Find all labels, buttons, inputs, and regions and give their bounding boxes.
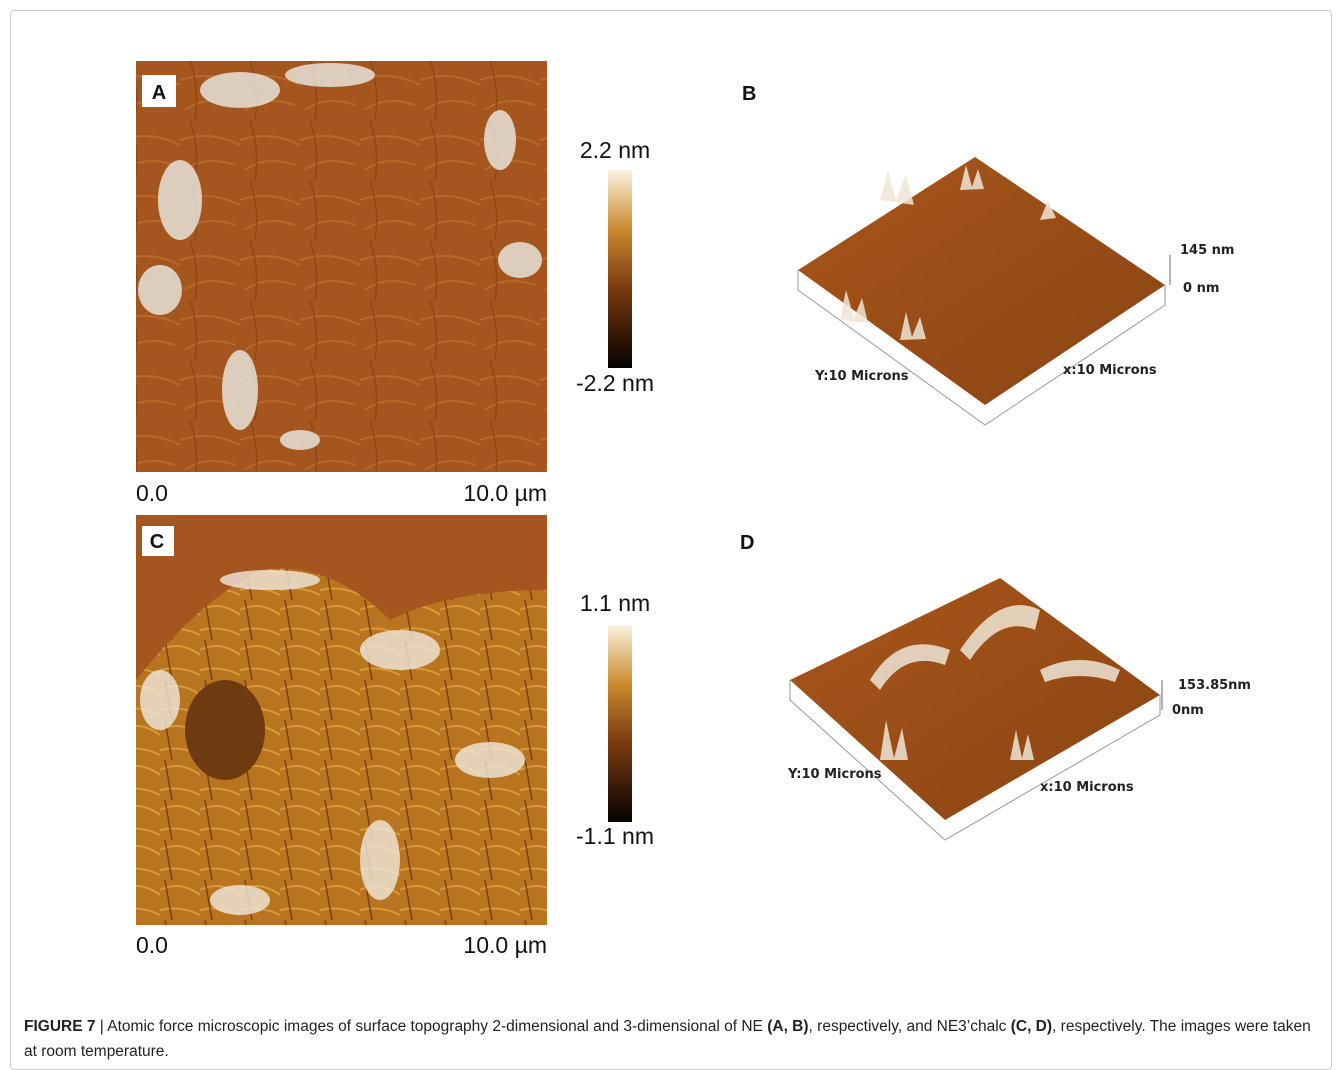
axis-start: 0.0 xyxy=(136,932,168,958)
z-max: 153.85nm xyxy=(1178,678,1251,693)
page: A 2.2 nm -2.2 nm 0.0 10.0 µm B 145 nm 0 … xyxy=(0,0,1344,1064)
panel-label: D xyxy=(740,532,754,554)
afm-image xyxy=(136,61,547,472)
caption-ref: (A, B) xyxy=(767,1018,808,1035)
panel-label: C xyxy=(150,531,164,553)
axis-end: 10.0 µm xyxy=(463,932,547,958)
figure: A 2.2 nm -2.2 nm 0.0 10.0 µm B 145 nm 0 … xyxy=(0,0,1344,1000)
x-axis-label: x:10 Microns xyxy=(1040,780,1134,795)
z-min: 0 nm xyxy=(1183,281,1219,296)
axis-end: 10.0 µm xyxy=(463,480,547,506)
caption-text: , respectively, and NE3’chalc xyxy=(809,1018,1011,1035)
panel-label: B xyxy=(742,83,756,105)
colorbar xyxy=(608,625,632,822)
x-axis-label: x:10 Microns xyxy=(1063,363,1157,378)
colorbar-min: -1.1 nm xyxy=(576,823,654,849)
colorbar-max: 1.1 nm xyxy=(580,590,650,616)
surface-pit xyxy=(185,680,265,780)
figure-number: FIGURE 7 xyxy=(24,1018,95,1035)
caption-ref: (C, D) xyxy=(1011,1018,1052,1035)
axis-start: 0.0 xyxy=(136,480,168,506)
colorbar xyxy=(608,170,632,368)
z-max: 145 nm xyxy=(1180,243,1234,258)
y-axis-label: Y:10 Microns xyxy=(814,369,909,384)
panel-label: A xyxy=(152,82,166,104)
colorbar-min: -2.2 nm xyxy=(576,370,654,396)
caption: FIGURE 7 | Atomic force microscopic imag… xyxy=(24,1014,1314,1064)
caption-text: Atomic force microscopic images of surfa… xyxy=(107,1018,767,1035)
caption-separator: | xyxy=(95,1018,107,1035)
colorbar-max: 2.2 nm xyxy=(580,137,650,163)
z-min: 0nm xyxy=(1172,703,1204,718)
y-axis-label: Y:10 Microns xyxy=(787,767,882,782)
